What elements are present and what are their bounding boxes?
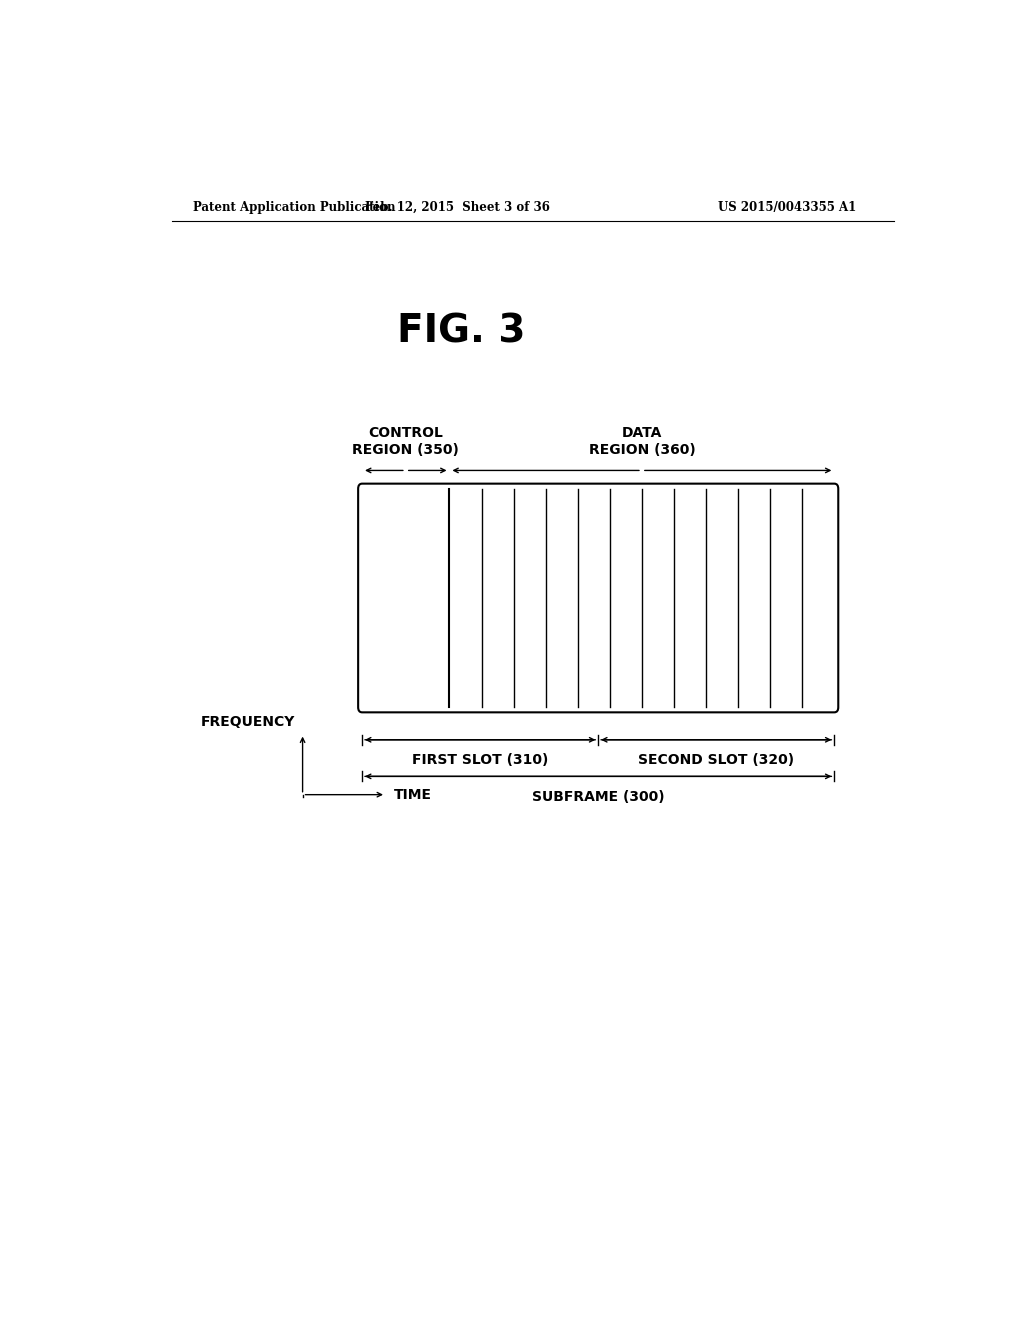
- FancyBboxPatch shape: [358, 483, 839, 713]
- Text: TIME: TIME: [394, 788, 432, 801]
- Text: Patent Application Publication: Patent Application Publication: [194, 201, 395, 214]
- Text: Feb. 12, 2015  Sheet 3 of 36: Feb. 12, 2015 Sheet 3 of 36: [365, 201, 550, 214]
- Text: US 2015/0043355 A1: US 2015/0043355 A1: [718, 201, 856, 214]
- Text: SECOND SLOT (320): SECOND SLOT (320): [638, 754, 795, 767]
- Text: FIRST SLOT (310): FIRST SLOT (310): [412, 754, 548, 767]
- Text: REGION (360): REGION (360): [589, 444, 695, 457]
- Bar: [362, 488, 450, 708]
- Text: FREQUENCY: FREQUENCY: [201, 714, 295, 729]
- Text: CONTROL: CONTROL: [369, 426, 443, 440]
- Text: FIG. 3: FIG. 3: [397, 313, 525, 350]
- Text: REGION (350): REGION (350): [352, 444, 459, 457]
- Text: DATA: DATA: [622, 426, 663, 440]
- Text: SUBFRAME (300): SUBFRAME (300): [531, 789, 665, 804]
